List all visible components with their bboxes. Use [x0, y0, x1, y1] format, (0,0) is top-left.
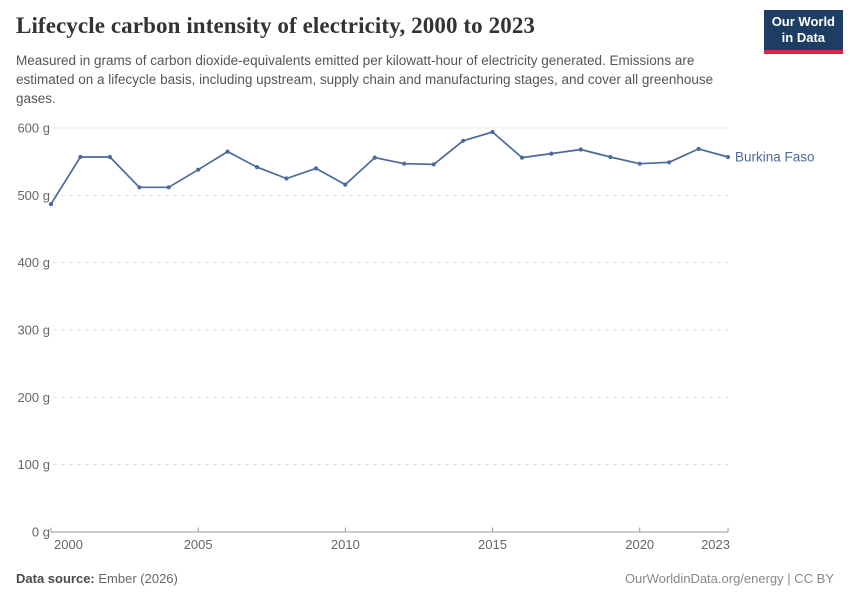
x-tick-label: 2010	[331, 537, 360, 552]
data-point-2008[interactable]	[284, 176, 289, 181]
x-tick-label: 2023	[701, 537, 730, 552]
x-tick-label: 2000	[54, 537, 83, 552]
data-point-2013[interactable]	[431, 162, 436, 167]
data-point-2016[interactable]	[519, 155, 525, 160]
data-point-2019[interactable]	[608, 154, 613, 160]
x-tick-label: 2020	[625, 537, 654, 552]
data-point-2003[interactable]	[137, 185, 142, 190]
chart-subtitle: Measured in grams of carbon dioxide-equi…	[16, 53, 714, 107]
data-source-value: Ember (2026)	[98, 571, 178, 586]
data-source: Data source: Ember (2026)	[16, 571, 178, 586]
data-point-2009[interactable]	[313, 166, 318, 171]
data-point-2010[interactable]	[343, 182, 348, 187]
data-point-2014[interactable]	[461, 138, 466, 143]
x-tick-label: 2015	[478, 537, 507, 552]
data-point-2015[interactable]	[490, 129, 495, 135]
data-point-2023[interactable]	[725, 154, 731, 160]
data-point-2000[interactable]	[48, 202, 54, 207]
y-tick-label: 300 g	[17, 323, 50, 338]
series-end-label[interactable]: Burkina Faso	[735, 150, 815, 165]
y-tick-label: 100 g	[17, 457, 50, 472]
data-point-2018[interactable]	[578, 147, 583, 152]
data-source-label: Data source:	[16, 571, 95, 586]
data-point-2001[interactable]	[78, 154, 83, 160]
data-point-2021[interactable]	[667, 160, 672, 165]
data-point-2012[interactable]	[402, 161, 407, 166]
data-point-2006[interactable]	[225, 149, 230, 154]
y-tick-label: 400 g	[17, 255, 50, 270]
owid-logo[interactable]: Our World in Data	[763, 10, 843, 54]
y-tick-label: 600 g	[17, 121, 50, 136]
credit-line[interactable]: OurWorldinData.org/energy | CC BY	[624, 571, 834, 586]
y-tick-label: 0 g	[32, 525, 50, 540]
owid-logo-line1: Our World	[771, 14, 835, 29]
owid-logo-line2: in Data	[781, 30, 826, 45]
page-title: Lifecycle carbon intensity of electricit…	[16, 13, 536, 38]
data-point-2020[interactable]	[637, 161, 642, 166]
x-tick-label: 2005	[184, 537, 213, 552]
data-point-2005[interactable]	[196, 167, 201, 172]
y-tick-label: 200 g	[17, 390, 50, 405]
data-point-2011[interactable]	[372, 155, 377, 160]
data-point-2004[interactable]	[166, 185, 171, 190]
y-tick-label: 500 g	[17, 188, 50, 203]
data-point-2002[interactable]	[107, 154, 112, 160]
data-point-2022[interactable]	[696, 146, 701, 151]
series-line[interactable]	[50, 131, 729, 205]
data-point-2007[interactable]	[254, 165, 260, 170]
data-point-2017[interactable]	[549, 151, 554, 156]
